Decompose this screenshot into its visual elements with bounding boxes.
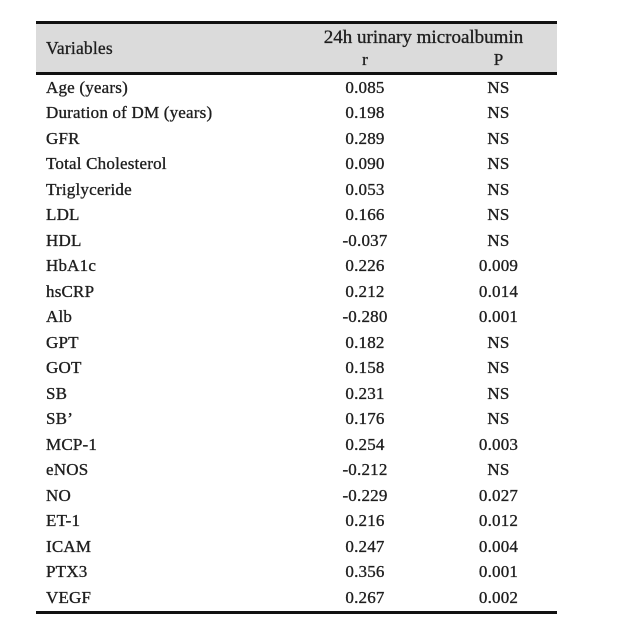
r-value-cell: 0.356 [345, 562, 385, 582]
table-row: ICAM 0.247 0.004 [36, 534, 557, 560]
variable-name-cell: ICAM [46, 536, 92, 556]
table-row: Age (years) 0.085 NS [36, 75, 557, 101]
p-value-cell: 0.014 [478, 281, 519, 301]
r-value-cell: 0.090 [345, 154, 385, 174]
p-value-cell: NS [487, 358, 510, 378]
variable-name-cell: GFR [46, 128, 80, 148]
r-value-cell: -0.229 [342, 485, 388, 505]
table-row: GFR 0.289 NS [36, 126, 557, 152]
p-value-cell: NS [487, 128, 510, 148]
variable-name-cell: Age (years) [46, 77, 128, 97]
r-value-cell: -0.280 [342, 307, 388, 327]
correlation-table: Variables 24h urinary microalbumin r P A… [36, 21, 557, 614]
p-value-cell: NS [487, 409, 510, 429]
r-value-cell: 0.247 [345, 536, 385, 556]
p-value-cell: NS [487, 103, 510, 123]
p-value-cell: NS [487, 332, 510, 352]
variable-name-cell: Triglyceride [46, 179, 132, 199]
p-value-cell: 0.002 [478, 587, 519, 607]
p-value-cell: NS [487, 383, 510, 403]
column-header-p: P [493, 50, 504, 69]
table-row: NO -0.229 0.027 [36, 483, 557, 509]
p-value-cell: 0.027 [478, 485, 519, 505]
table-row: LDL 0.166 NS [36, 203, 557, 229]
p-value-cell: NS [487, 205, 510, 225]
r-value-cell: 0.216 [345, 511, 385, 531]
r-value-cell: 0.254 [345, 434, 385, 454]
variable-name-cell: PTX3 [46, 562, 88, 582]
r-value-cell: 0.212 [345, 281, 385, 301]
r-value-cell: 0.231 [345, 383, 385, 403]
table-row: Total Cholesterol 0.090 NS [36, 152, 557, 178]
table-row: hsCRP 0.212 0.014 [36, 279, 557, 305]
p-value-cell: NS [487, 460, 510, 480]
variable-name-cell: HbA1c [46, 256, 97, 276]
r-value-cell: 0.158 [345, 358, 385, 378]
table-row: HDL -0.037 NS [36, 228, 557, 254]
table-body: Age (years) 0.085 NS Duration of DM (yea… [36, 75, 557, 611]
table-row: PTX3 0.356 0.001 [36, 560, 557, 586]
p-value-cell: 0.004 [478, 536, 519, 556]
column-group-header-24h-urinary-microalbumin: 24h urinary microalbumin [323, 27, 524, 48]
variable-name-cell: GPT [46, 332, 79, 352]
p-value-cell: NS [487, 77, 510, 97]
variable-name-cell: Duration of DM (years) [46, 103, 213, 123]
column-header-r: r [362, 50, 368, 69]
p-value-cell: NS [487, 230, 510, 250]
p-value-cell: 0.003 [478, 434, 519, 454]
r-value-cell: 0.166 [345, 205, 385, 225]
variable-name-cell: VEGF [46, 587, 92, 607]
table-row: Alb -0.280 0.001 [36, 305, 557, 331]
table-row: GOT 0.158 NS [36, 356, 557, 382]
r-value-cell: 0.267 [345, 587, 385, 607]
p-value-cell: 0.009 [478, 256, 519, 276]
variable-name-cell: Alb [46, 307, 73, 327]
variable-name-cell: HDL [46, 230, 82, 250]
table-row: VEGF 0.267 0.002 [36, 585, 557, 611]
variable-name-cell: ET-1 [46, 511, 81, 531]
p-value-cell: 0.001 [478, 307, 519, 327]
r-value-cell: 0.182 [345, 332, 385, 352]
variable-name-cell: SB’ [46, 409, 74, 429]
table-row: GPT 0.182 NS [36, 330, 557, 356]
table-row: SB 0.231 NS [36, 381, 557, 407]
table-row: SB’ 0.176 NS [36, 407, 557, 433]
r-value-cell: -0.212 [342, 460, 388, 480]
p-value-cell: 0.012 [478, 511, 519, 531]
column-header-variables: Variables [46, 37, 113, 58]
variable-name-cell: Total Cholesterol [46, 154, 167, 174]
variable-name-cell: hsCRP [46, 281, 95, 301]
r-value-cell: 0.085 [345, 77, 385, 97]
table-header: Variables 24h urinary microalbumin r P [36, 24, 557, 75]
table-row: ET-1 0.216 0.012 [36, 509, 557, 535]
p-value-cell: NS [487, 179, 510, 199]
r-value-cell: 0.176 [345, 409, 385, 429]
table-row: MCP-1 0.254 0.003 [36, 432, 557, 458]
table-row: Triglyceride 0.053 NS [36, 177, 557, 203]
variable-name-cell: GOT [46, 358, 82, 378]
variable-name-cell: SB [46, 383, 68, 403]
r-value-cell: -0.037 [342, 230, 388, 250]
r-value-cell: 0.198 [345, 103, 385, 123]
table-row: eNOS -0.212 NS [36, 458, 557, 484]
variable-name-cell: LDL [46, 205, 80, 225]
r-value-cell: 0.289 [345, 128, 385, 148]
table-row: HbA1c 0.226 0.009 [36, 254, 557, 280]
r-value-cell: 0.053 [345, 179, 385, 199]
variable-name-cell: eNOS [46, 460, 89, 480]
r-value-cell: 0.226 [345, 256, 385, 276]
variable-name-cell: MCP-1 [46, 434, 98, 454]
variable-name-cell: NO [46, 485, 71, 505]
p-value-cell: 0.001 [478, 562, 519, 582]
table-row: Duration of DM (years) 0.198 NS [36, 101, 557, 127]
p-value-cell: NS [487, 154, 510, 174]
